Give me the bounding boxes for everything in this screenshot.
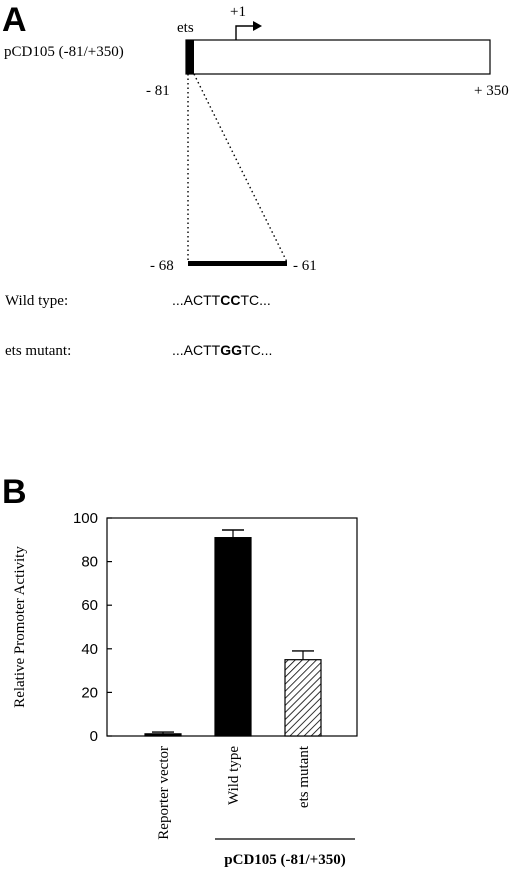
panel-b: B Relative Promoter Activity 0 20 40 60 80 10…	[2, 473, 358, 868]
mutant-label: ets mutant:	[5, 343, 71, 359]
bar	[144, 733, 182, 737]
wild-type-label: Wild type:	[5, 293, 68, 309]
y-tick-label: 20	[81, 684, 98, 701]
zoom-end-coordinate: - 61	[293, 258, 317, 274]
panel-a-letter: A	[2, 1, 27, 39]
group-label: pCD105 (-81/+350)	[224, 852, 345, 868]
end-coordinate: + 350	[474, 83, 509, 99]
mutant-core: GG	[220, 342, 242, 358]
zoomed-segment	[188, 261, 287, 266]
tss-label: +1	[230, 4, 246, 20]
mutant-sequence: ...ACTTGGTC...	[172, 342, 272, 358]
y-tick-label: 60	[81, 597, 98, 614]
x-category-label: ets mutant	[296, 745, 312, 808]
panel-b-letter: B	[2, 473, 27, 511]
panel-a: A pCD105 (-81/+350) ets +1 - 81 + 350 - …	[2, 1, 509, 359]
zoom-line-right	[193, 73, 288, 263]
y-tick-label: 0	[90, 728, 98, 745]
start-coordinate: - 81	[146, 83, 170, 99]
bars	[144, 529, 322, 737]
y-axis-ticks: 0 20 40 60 80 100	[73, 510, 112, 745]
y-tick-label: 80	[81, 554, 98, 571]
promoter-box	[185, 39, 491, 75]
ets-label: ets	[177, 20, 194, 36]
y-axis-label: Relative Promoter Activity	[12, 546, 28, 708]
tss-arrow-icon	[235, 21, 262, 40]
construct-label: pCD105 (-81/+350)	[4, 44, 124, 60]
y-tick-label: 100	[73, 510, 98, 527]
zoom-start-coordinate: - 68	[150, 258, 174, 274]
bar	[214, 537, 252, 737]
ets-site-marker	[186, 40, 194, 74]
wild-type-sequence: ...ACTTCCTC...	[172, 292, 271, 308]
bar-chart: Relative Promoter Activity 020406080100 …	[12, 510, 358, 840]
wild-type-core: CC	[220, 292, 240, 308]
x-axis-labels: Reporter vector Wild type ets mutant	[156, 745, 312, 840]
y-tick-label: 40	[81, 641, 98, 658]
bar	[284, 659, 322, 737]
x-category-label: Reporter vector	[156, 746, 172, 840]
x-category-label: Wild type	[226, 746, 242, 805]
